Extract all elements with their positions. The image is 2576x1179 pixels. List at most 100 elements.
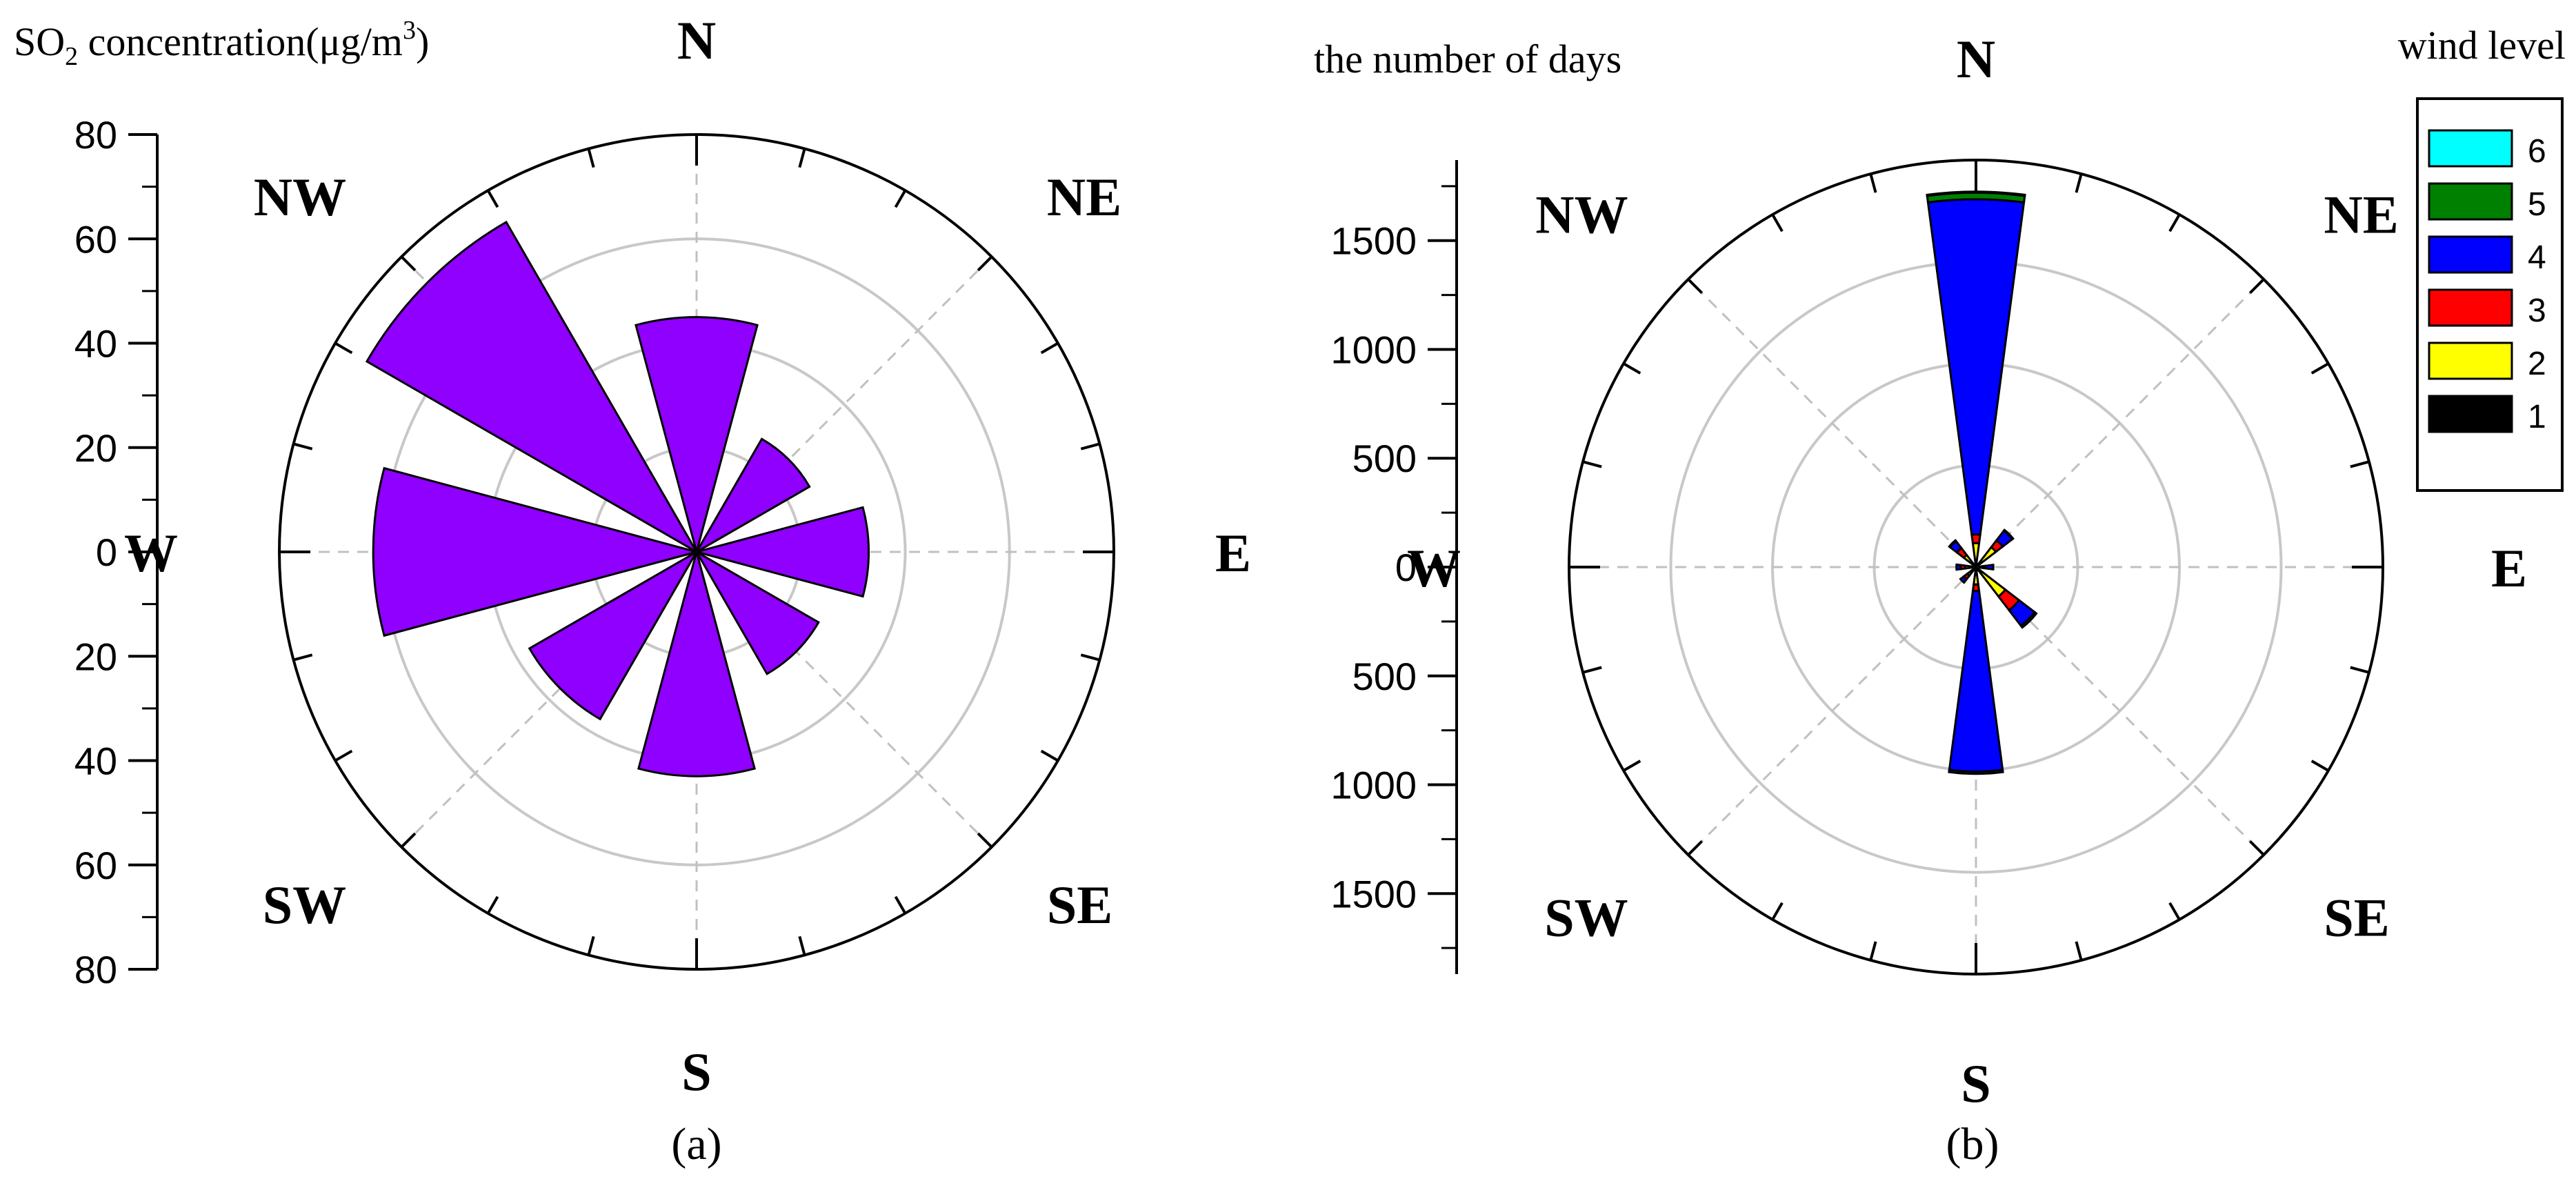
radial-axis-tick-label: 0 (96, 531, 117, 574)
angular-tick (1080, 442, 1100, 450)
panel-b-radial-axis: 1500 1000 500 0 500 1000 1500 (1330, 160, 1458, 974)
radial-axis-tick-label: 20 (74, 635, 117, 678)
angular-tick (486, 190, 499, 208)
direction-label-se: SE (1047, 875, 1112, 935)
angular-tick (1687, 278, 1704, 295)
panel-a-radial-axis: 80 60 40 20 0 20 40 60 80 (74, 113, 159, 991)
angular-tick (2168, 214, 2181, 232)
spoke-line (695, 256, 992, 553)
angular-tick (1582, 460, 1602, 468)
legend: 6 5 4 3 2 1 (2416, 97, 2564, 492)
angular-tick (335, 341, 353, 355)
bar-w (372, 466, 701, 637)
direction-label-ne: NE (2324, 185, 2398, 245)
angular-tick (2075, 941, 2083, 961)
bar-segment-w-level-4 (1955, 563, 1962, 571)
angular-tick (293, 442, 313, 450)
axis-title-superscript: 3 (403, 16, 416, 45)
spoke-line (401, 551, 698, 848)
angular-tick (486, 895, 499, 914)
direction-label-nw: NW (1535, 185, 1628, 245)
angular-tick (1040, 749, 1059, 762)
legend-label-level-3: 3 (2528, 293, 2546, 329)
angular-tick (1869, 173, 1877, 193)
panel-a-so2-wind-rose: SO2 concentration(μg/m3) 80 60 40 20 0 20 40 60… (14, 10, 1251, 1169)
axis-title-subscript: 2 (65, 42, 78, 71)
angular-tick (400, 255, 417, 272)
legend-label-level-1: 1 (2528, 399, 2546, 435)
legend-swatch-level-2 (2428, 341, 2513, 380)
direction-label-sw: SW (263, 875, 346, 935)
direction-label-e: E (1215, 523, 1251, 583)
angular-tick (894, 895, 907, 914)
bar-segment-s-level-4 (1948, 589, 2004, 773)
angular-tick (587, 148, 595, 168)
radial-axis-tick-label: 20 (74, 426, 117, 470)
legend-label-level-4: 4 (2528, 239, 2546, 276)
radial-axis-tick-label: 0 (1395, 546, 1417, 589)
direction-label-n: N (1957, 29, 1995, 89)
direction-label-s: S (1961, 1053, 1990, 1113)
bar-ne (693, 437, 811, 555)
angular-tick (1582, 666, 1602, 674)
direction-label-n: N (677, 10, 716, 70)
bar-segment-s-level-2 (1973, 570, 1979, 586)
panel-b-frame (1568, 159, 2384, 975)
bar-segment-se-level-5 (2019, 611, 2038, 629)
panel-b-direction-labels: N NE E SE S SW W NW (1407, 29, 2527, 1113)
radial-axis-tick-label: 80 (74, 113, 117, 157)
radial-axis-tick-label: 500 (1352, 655, 1417, 698)
axis-title-suffix: ) (416, 19, 429, 64)
radial-axis-tick-label: 60 (74, 844, 117, 887)
angular-tick (1869, 941, 1877, 961)
radial-axis-tick-label: 60 (74, 217, 117, 261)
radial-axis-tick-label: 500 (1352, 437, 1417, 480)
panel-b-stacked-bars (1926, 190, 2038, 775)
angular-tick (798, 935, 806, 955)
bar-segment-sw-level-4 (1959, 575, 1968, 584)
angular-tick (977, 832, 993, 849)
bar-segment-n-level-3 (1970, 533, 1981, 545)
panel-b-label: (b) (1946, 1119, 1999, 1169)
bar-segment-n-level-6 (1926, 190, 2026, 197)
spoke-line (1687, 566, 1977, 856)
bar-se (693, 548, 820, 675)
direction-label-nw: NW (254, 167, 346, 227)
bar-sw (528, 548, 700, 721)
angular-tick (1623, 362, 1641, 375)
angular-tick (1080, 653, 1100, 662)
angular-tick (2350, 666, 2370, 674)
radial-axis-tick-label: 40 (74, 740, 117, 783)
legend-swatch-level-1 (2428, 395, 2513, 433)
direction-label-ne: NE (1047, 167, 1121, 227)
bar-s (637, 548, 756, 777)
angular-tick (2350, 460, 2370, 468)
radial-axis-tick-label: 1000 (1330, 764, 1417, 807)
legend-label-level-6: 6 (2528, 133, 2546, 170)
radial-axis-tick-label: 40 (74, 322, 117, 366)
legend-label-level-2: 2 (2528, 346, 2546, 382)
spoke-line (695, 551, 992, 848)
legend-swatch-level-4 (2428, 235, 2513, 274)
panel-a-label: (a) (671, 1119, 721, 1169)
direction-label-se: SE (2324, 887, 2389, 947)
direction-label-w: W (1407, 538, 1461, 598)
radial-axis-tick-label: 1000 (1330, 328, 1417, 371)
angular-tick (1771, 902, 1784, 920)
direction-label-s: S (681, 1042, 711, 1102)
bar-n (635, 316, 759, 556)
angular-tick (2168, 902, 2181, 920)
angular-tick (293, 653, 313, 662)
panel-b-days-wind-rose: the number of days 150010005000500100015… (1314, 23, 2566, 1169)
axis-title-prefix: SO (14, 19, 65, 64)
angular-tick (587, 935, 595, 955)
radial-axis-tick-label: 80 (74, 948, 117, 991)
angular-tick (1771, 214, 1784, 232)
spoke-line (1975, 278, 2265, 568)
angular-tick (1040, 341, 1059, 355)
bar-segment-w-level-2 (1964, 564, 1975, 570)
angular-tick (400, 832, 417, 849)
angular-tick (894, 190, 907, 208)
bar-e (692, 506, 870, 598)
